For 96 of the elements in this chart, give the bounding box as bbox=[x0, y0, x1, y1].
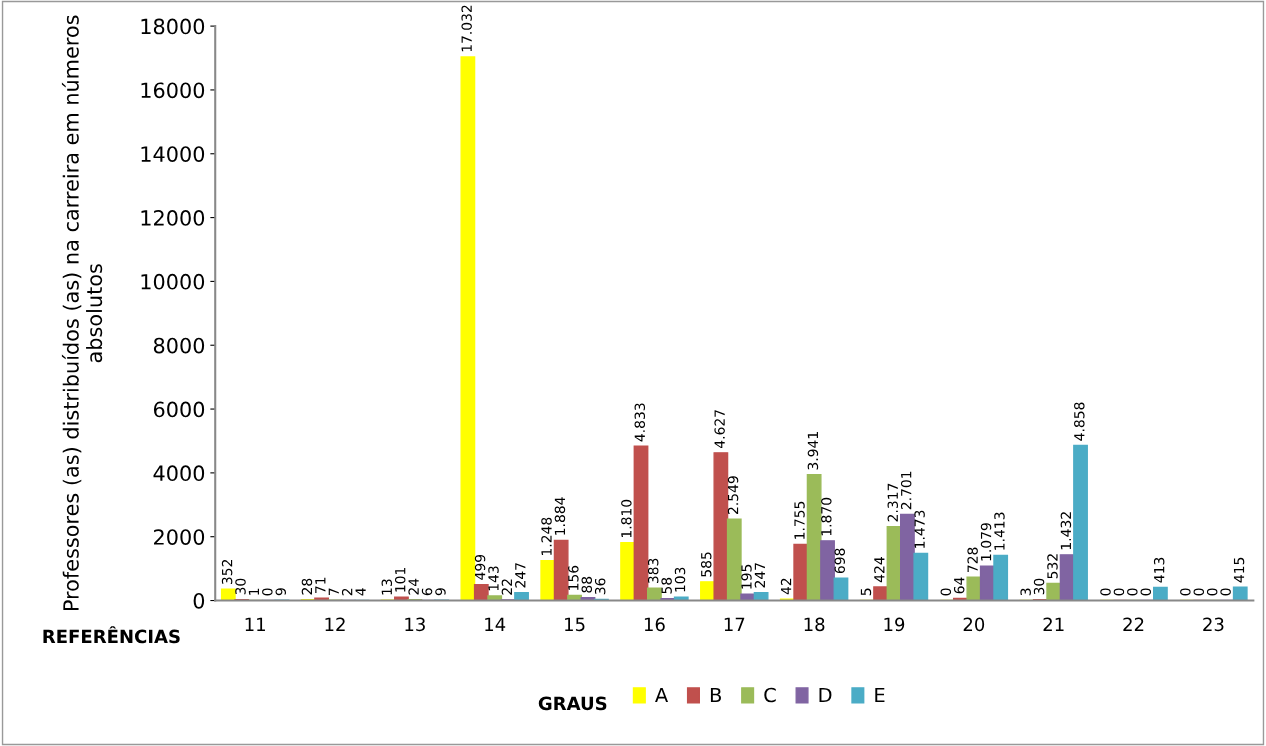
data-label: 3.941 bbox=[807, 432, 819, 470]
data-label: 42 bbox=[780, 578, 792, 595]
y-tick-label: 4000 bbox=[153, 465, 205, 482]
data-label: 415 bbox=[1233, 557, 1245, 583]
legend-label: C bbox=[764, 687, 776, 703]
y-tick-label: 16000 bbox=[141, 82, 205, 99]
y-tick-label: 2000 bbox=[154, 529, 205, 545]
data-label: 585 bbox=[700, 552, 712, 577]
data-label: 58 bbox=[661, 577, 672, 594]
y-tick-label: 14000 bbox=[141, 146, 205, 162]
x-axis-title: REFERÊNCIAS bbox=[43, 626, 180, 644]
data-label: 156 bbox=[568, 565, 579, 590]
data-label: 1.473 bbox=[914, 510, 925, 548]
x-tick-label: 16 bbox=[644, 617, 665, 632]
x-tick-label: 14 bbox=[485, 617, 506, 631]
legend-label: E bbox=[875, 687, 885, 703]
data-label: 0 bbox=[1206, 588, 1218, 596]
data-label: 1.884 bbox=[554, 497, 566, 535]
data-label: 1.755 bbox=[794, 501, 805, 539]
y-tick-label: 6000 bbox=[153, 401, 205, 418]
data-label: 2 bbox=[341, 588, 353, 596]
y-axis-title: Professores (as) distribuídos (as) na carreira em números absolutos bbox=[61, 15, 103, 611]
x-tick-label: 20 bbox=[963, 617, 985, 632]
legend-label: B bbox=[710, 687, 721, 703]
data-label: 22 bbox=[501, 579, 512, 595]
data-label: 1.870 bbox=[821, 497, 832, 536]
data-label: 0 bbox=[1127, 588, 1138, 596]
data-label: 247 bbox=[754, 563, 765, 588]
x-tick-label: 22 bbox=[1123, 617, 1144, 631]
y-tick-label: 12000 bbox=[141, 210, 205, 226]
data-label: 1.432 bbox=[1060, 512, 1072, 550]
data-label: 103 bbox=[674, 567, 686, 592]
data-label: 101 bbox=[394, 567, 406, 592]
legend-label: D bbox=[819, 687, 832, 703]
legend-label: A bbox=[655, 687, 669, 703]
data-label: 532 bbox=[1047, 554, 1058, 579]
data-label: 413 bbox=[1153, 557, 1165, 583]
x-tick-label: 15 bbox=[565, 617, 585, 632]
data-label: 0 bbox=[1193, 588, 1205, 596]
data-label: 71 bbox=[315, 577, 326, 593]
data-label: 728 bbox=[967, 547, 978, 572]
data-label: 0 bbox=[940, 588, 952, 596]
data-label: 4 bbox=[355, 588, 366, 596]
data-label: 0 bbox=[1220, 588, 1231, 596]
x-tick-label: 13 bbox=[405, 617, 425, 632]
data-label: 4.627 bbox=[714, 410, 725, 449]
data-label: 6 bbox=[421, 588, 433, 596]
data-label: 0 bbox=[1100, 588, 1111, 596]
x-tick-label: 17 bbox=[724, 617, 745, 631]
data-label: 9 bbox=[435, 588, 446, 596]
data-label: 1.810 bbox=[621, 499, 632, 538]
data-label: 195 bbox=[741, 564, 752, 589]
data-label: 2.317 bbox=[887, 483, 899, 522]
legend-title: GRAUS bbox=[538, 696, 607, 711]
data-label: 9 bbox=[275, 588, 287, 596]
data-label: 64 bbox=[953, 577, 965, 594]
y-tick-label: 18000 bbox=[141, 18, 205, 35]
x-tick-label: 19 bbox=[884, 617, 905, 632]
data-label: 3 bbox=[1020, 588, 1031, 596]
data-label: 1 bbox=[248, 588, 259, 595]
data-label: 0 bbox=[1180, 588, 1191, 596]
data-label: 0 bbox=[1113, 588, 1125, 596]
data-label: 143 bbox=[488, 566, 499, 591]
data-label: 28 bbox=[301, 578, 313, 595]
data-label: 698 bbox=[834, 548, 845, 574]
data-label: 30 bbox=[1033, 578, 1045, 595]
x-tick-label: 18 bbox=[804, 617, 825, 632]
data-label: 0 bbox=[262, 588, 273, 596]
data-label: 383 bbox=[647, 558, 659, 584]
data-label: 2.549 bbox=[727, 476, 739, 514]
data-label: 1.079 bbox=[980, 523, 992, 561]
data-label: 7 bbox=[328, 588, 339, 595]
data-label: 36 bbox=[594, 578, 606, 595]
data-label: 13 bbox=[381, 579, 393, 595]
data-label: 4.833 bbox=[634, 403, 646, 442]
data-label: 352 bbox=[221, 560, 233, 585]
data-label: 5 bbox=[860, 588, 872, 596]
data-label: 1.413 bbox=[994, 512, 1005, 550]
data-label: 24 bbox=[408, 578, 419, 595]
data-label: 1.248 bbox=[541, 517, 552, 556]
data-label: 88 bbox=[581, 576, 593, 593]
x-tick-label: 21 bbox=[1043, 617, 1064, 631]
data-label: 4.858 bbox=[1074, 402, 1085, 441]
y-tick-label: 0 bbox=[193, 592, 205, 609]
data-label: 30 bbox=[235, 578, 246, 595]
y-tick-label: 8000 bbox=[153, 337, 205, 354]
x-tick-label: 12 bbox=[325, 617, 345, 631]
x-tick-label: 23 bbox=[1203, 617, 1224, 632]
data-label: 247 bbox=[515, 563, 526, 588]
y-tick-label: 10000 bbox=[141, 273, 205, 290]
data-label: 0 bbox=[1140, 588, 1151, 596]
data-label: 17.032 bbox=[461, 5, 472, 52]
data-label: 499 bbox=[474, 554, 486, 580]
data-label: 424 bbox=[874, 557, 885, 583]
x-tick-label: 11 bbox=[245, 617, 265, 631]
data-label: 2.701 bbox=[900, 471, 912, 510]
